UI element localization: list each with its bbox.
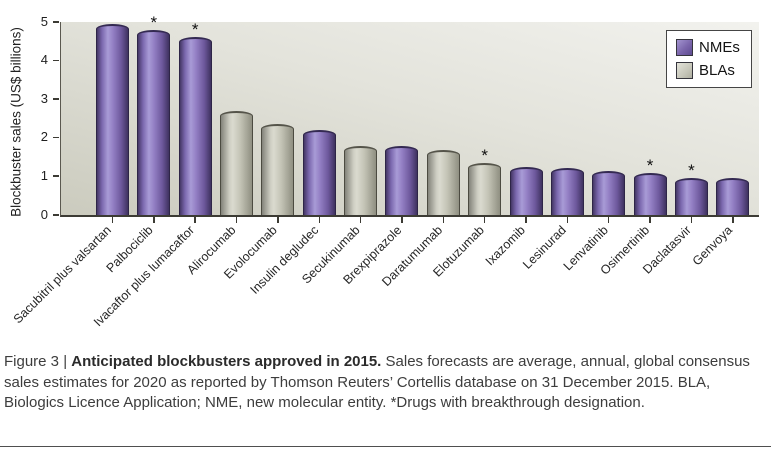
figure-caption-body: Sales forecasts are average, annual, glo… bbox=[4, 353, 750, 412]
y-axis-title: Blockbuster sales (US$ billions) bbox=[8, 27, 24, 217]
legend-item-nmes: NMEs bbox=[676, 39, 740, 56]
x-axis-tick bbox=[732, 217, 734, 223]
figure-caption-title: Anticipated blockbusters approved in 201… bbox=[71, 353, 382, 370]
y-axis-tick bbox=[52, 59, 59, 62]
bar-daratumumab bbox=[426, 150, 460, 215]
legend-item-blas: BLAs bbox=[676, 62, 740, 79]
bar-secukinumab bbox=[344, 145, 378, 215]
x-axis-tick bbox=[566, 217, 569, 223]
bar-lesinurad bbox=[550, 167, 584, 215]
x-axis-tick bbox=[359, 217, 362, 223]
x-axis-tick bbox=[401, 217, 403, 223]
y-axis-tick bbox=[52, 175, 59, 177]
y-axis-tick-label: 1 bbox=[40, 167, 48, 183]
bar-ivacaftor-plus-lumacaftor: * bbox=[178, 20, 212, 215]
y-axis-tick-label: 4 bbox=[40, 52, 48, 68]
bar-lenvatinib bbox=[592, 171, 626, 215]
y-axis-tick bbox=[52, 98, 59, 100]
breakthrough-star: * bbox=[688, 160, 695, 180]
x-axis-tick bbox=[525, 217, 527, 223]
nme-color-swatch bbox=[676, 39, 693, 56]
breakthrough-star: * bbox=[481, 145, 488, 165]
bar-genvoya bbox=[716, 178, 750, 215]
bar-elotuzumab: * bbox=[468, 146, 502, 215]
y-axis-tick-label: 2 bbox=[40, 129, 48, 145]
x-axis-tick bbox=[483, 217, 486, 223]
legend-label-blas: BLAs bbox=[699, 62, 735, 79]
figure-caption-prefix: Figure 3 | bbox=[4, 353, 72, 370]
legend: NMEs BLAs bbox=[666, 30, 752, 88]
y-axis-tick bbox=[52, 214, 59, 216]
bottom-divider bbox=[0, 446, 771, 447]
bar-brexpiprazole bbox=[385, 146, 419, 215]
breakthrough-star: * bbox=[150, 12, 158, 32]
x-axis-tick bbox=[111, 217, 114, 223]
y-axis-tick bbox=[52, 136, 59, 139]
x-axis-tick bbox=[277, 217, 279, 223]
bar-palbociclib: * bbox=[137, 13, 171, 215]
y-axis-tick-label: 0 bbox=[40, 206, 48, 222]
y-axis-tick bbox=[52, 21, 59, 23]
x-axis-tick bbox=[690, 217, 693, 223]
bla-color-swatch bbox=[676, 62, 693, 79]
x-axis-label: Genvoya bbox=[689, 223, 735, 269]
y-axis-tick-label: 5 bbox=[40, 13, 48, 29]
x-axis-tick bbox=[649, 217, 651, 223]
x-axis-tick bbox=[607, 217, 610, 223]
bar-osimertinib: * bbox=[633, 156, 667, 215]
bar-daclatasvir: * bbox=[674, 161, 708, 215]
x-axis-tick bbox=[235, 217, 238, 223]
x-axis-tick bbox=[442, 217, 445, 223]
bar-alirocumab bbox=[220, 110, 254, 215]
plot-area: Sacubitril plus valsartan * Palbociclib * Iv… bbox=[11, 13, 759, 329]
legend-label-nmes: NMEs bbox=[699, 39, 740, 56]
bar-insulin-degludec bbox=[302, 130, 336, 215]
breakthrough-star: * bbox=[191, 20, 199, 40]
x-axis-tick bbox=[318, 217, 320, 223]
x-axis-tick bbox=[194, 217, 196, 223]
breakthrough-star: * bbox=[646, 155, 654, 175]
bar-evolocumab bbox=[261, 124, 295, 215]
bar-ixazomib bbox=[509, 166, 543, 215]
figure-caption: Figure 3 | Anticipated blockbusters appr… bbox=[4, 352, 761, 414]
bar-sacubitril-plus-valsartan bbox=[96, 23, 129, 215]
y-axis-tick-label: 3 bbox=[40, 90, 48, 106]
x-axis-tick bbox=[153, 217, 155, 223]
